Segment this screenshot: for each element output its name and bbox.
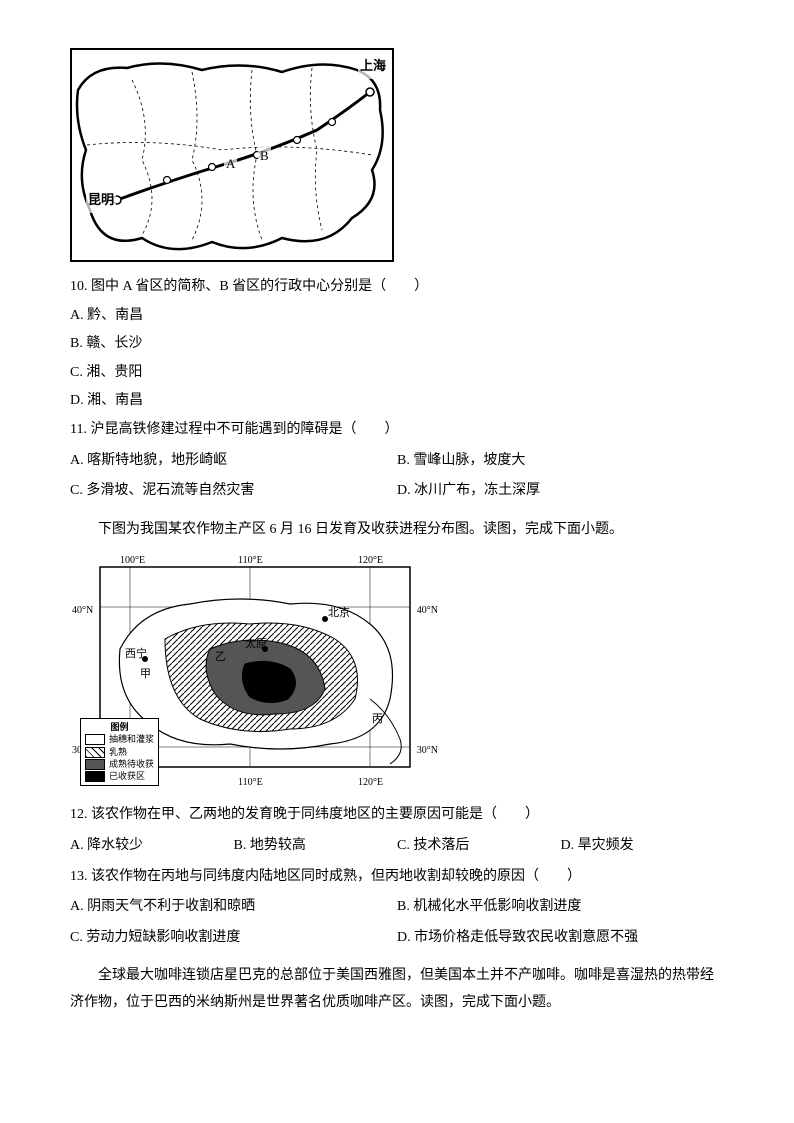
q10-opt-D: D. 湘、南昌 xyxy=(70,388,724,415)
q13-row2: C. 劳动力短缺影响收割进度 D. 市场价格走低导致农民收割意愿不强 xyxy=(70,923,724,954)
legend-title: 图例 xyxy=(85,722,154,733)
swatch-icon xyxy=(85,734,105,745)
q11-opt-A: A. 喀斯特地貌，地形崎岖 xyxy=(70,448,397,475)
legend-row-2: 成熟待收获 xyxy=(85,759,154,770)
map2-legend: 图例 抽穗和灌浆 乳熟 成熟待收获 已收获区 xyxy=(80,718,159,786)
q13-stem: 13. 该农作物在丙地与同纬度内陆地区同时成熟，但丙地收割却较晚的原因（ ） xyxy=(70,864,724,891)
figure-hukun-map: 上海 昆明 A B xyxy=(70,48,394,262)
legend-row-3: 已收获区 xyxy=(85,771,154,782)
q11-opt-B: B. 雪峰山脉，坡度大 xyxy=(397,448,724,475)
legend-label: 抽穗和灌浆 xyxy=(109,734,154,745)
label-A: A xyxy=(224,152,237,177)
legend-row-1: 乳熟 xyxy=(85,747,154,758)
q13-opt-B: B. 机械化水平低影响收割进度 xyxy=(397,894,724,921)
label-xining: 西宁 xyxy=(125,644,147,665)
q12-opt-B: B. 地势较高 xyxy=(234,833,398,860)
swatch-icon xyxy=(85,771,105,782)
q11-stem: 11. 沪昆高铁修建过程中不可能遇到的障碍是（ ） xyxy=(70,417,724,444)
lon-110-top: 110°E xyxy=(238,551,263,570)
legend-row-0: 抽穗和灌浆 xyxy=(85,734,154,745)
q13-opt-C: C. 劳动力短缺影响收割进度 xyxy=(70,925,397,952)
legend-label: 成熟待收获 xyxy=(109,759,154,770)
legend-label: 已收获区 xyxy=(109,771,145,782)
q12-opt-D: D. 旱灾频发 xyxy=(561,833,725,860)
label-beijing: 北京 xyxy=(328,603,350,624)
figure-crop-map: 100°E 110°E 120°E 100°E 110°E 120°E 40°N… xyxy=(70,549,440,794)
lon-120-bot: 120°E xyxy=(358,773,383,792)
q13-row1: A. 阴雨天气不利于收割和晾晒 B. 机械化水平低影响收割进度 xyxy=(70,892,724,923)
q10-stem: 10. 图中 A 省区的简称、B 省区的行政中心分别是（ ） xyxy=(70,274,724,301)
q10-opt-C: C. 湘、贵阳 xyxy=(70,360,724,387)
lat-40-right: 40°N xyxy=(417,601,438,620)
lon-110-bot: 110°E xyxy=(238,773,263,792)
q10-opt-B: B. 赣、长沙 xyxy=(70,331,724,358)
q13-opt-D: D. 市场价格走低导致农民收割意愿不强 xyxy=(397,925,724,952)
q12-options: A. 降水较少 B. 地势较高 C. 技术落后 D. 旱灾频发 xyxy=(70,831,724,862)
q12-opt-A: A. 降水较少 xyxy=(70,833,234,860)
label-bing: 丙 xyxy=(372,709,383,730)
lon-100-top: 100°E xyxy=(120,551,145,570)
label-kunming: 昆明 xyxy=(86,188,116,213)
intro-coffee: 全球最大咖啡连锁店星巴克的总部位于美国西雅图，但美国本土并不产咖啡。咖啡是喜湿热… xyxy=(70,963,724,1016)
q11-opt-D: D. 冰川广布，冻土深厚 xyxy=(397,478,724,505)
label-yi: 乙 xyxy=(215,647,226,668)
label-taiyuan: 太原 xyxy=(245,634,267,655)
label-jia: 甲 xyxy=(140,664,151,685)
lat-40-left: 40°N xyxy=(72,601,93,620)
label-B: B xyxy=(258,144,271,169)
q10-opt-A: A. 黔、南昌 xyxy=(70,303,724,330)
lat-30-right: 30°N xyxy=(417,741,438,760)
lon-120-top: 120°E xyxy=(358,551,383,570)
q11-row2: C. 多滑坡、泥石流等自然灾害 D. 冰川广布，冻土深厚 xyxy=(70,476,724,507)
q12-stem: 12. 该农作物在甲、乙两地的发育晚于同纬度地区的主要原因可能是（ ） xyxy=(70,802,724,829)
swatch-icon xyxy=(85,747,105,758)
intro-crop-map: 下图为我国某农作物主产区 6 月 16 日发育及收获进程分布图。读图，完成下面小… xyxy=(70,517,724,544)
q11-opt-C: C. 多滑坡、泥石流等自然灾害 xyxy=(70,478,397,505)
label-shanghai: 上海 xyxy=(358,54,388,79)
exam-page: 上海 昆明 A B 10. 图中 A 省区的简称、B 省区的行政中心分别是（ ）… xyxy=(0,0,794,1063)
q12-opt-C: C. 技术落后 xyxy=(397,833,561,860)
swatch-icon xyxy=(85,759,105,770)
q13-opt-A: A. 阴雨天气不利于收割和晾晒 xyxy=(70,894,397,921)
legend-label: 乳熟 xyxy=(109,747,127,758)
q11-row1: A. 喀斯特地貌，地形崎岖 B. 雪峰山脉，坡度大 xyxy=(70,446,724,477)
